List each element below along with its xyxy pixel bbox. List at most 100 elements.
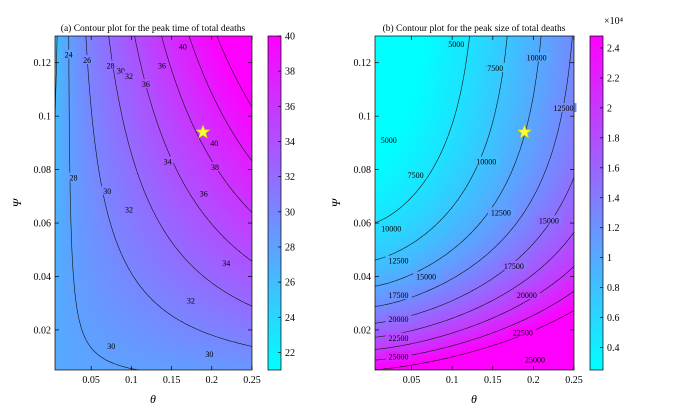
panel-a-contour-line — [216, 36, 252, 107]
panel-b-y-tick-label: 0.12 — [354, 58, 372, 69]
panel-b-contour-label: 17500 — [504, 262, 524, 271]
panel-a-star-marker-shape — [195, 124, 211, 139]
panel-a-contour-label: 28 — [106, 61, 114, 70]
panel-a-contour-label-bg — [197, 188, 210, 198]
panel-b-colorbar-ticks: 0.4 0.6 0.8 1 1.2 1.4 1.6 1.8 2 2.2 2.4 — [600, 43, 620, 354]
panel-b: (b) Contour plot for the peak size of to… — [329, 16, 624, 406]
panel-b-contour-label-bg — [487, 207, 514, 217]
panel-a-contour-label-bg — [208, 137, 221, 147]
panel-a-y-tick-label: 0.02 — [34, 325, 52, 336]
panel-b-contour-label: 20000 — [389, 315, 409, 324]
panel-a-y-tick-label: 0.08 — [34, 165, 52, 176]
panel-b-contour-label-bg — [378, 135, 400, 145]
panel-b-star-marker — [516, 124, 532, 139]
panel-b-contour-label: 22500 — [513, 329, 533, 338]
panel-b-contour-label-bg — [385, 255, 412, 265]
panel-a-contour-label-bg — [105, 340, 118, 350]
panel-b-contour-label: 10000 — [527, 53, 547, 62]
panel-b-contour-label-bg — [522, 354, 549, 364]
panel-a-contour-label-bg — [115, 65, 127, 75]
panel-a-contour-label-bg — [203, 348, 216, 358]
panel-b-colorbar-tick-label: 0.4 — [607, 343, 620, 354]
panel-b-contour-label-bg — [378, 223, 405, 233]
panel-b-contour-label-bg — [509, 327, 536, 337]
panel-a-contours — [55, 36, 252, 370]
panel-a-colorbar-tick-label: 40 — [285, 32, 295, 43]
panel-b-contour-label: 10000 — [381, 224, 401, 233]
panel-b-star-marker-shape — [516, 124, 532, 139]
panel-a-contour-label-bg — [123, 204, 135, 214]
panel-a-contour-label-bg — [101, 185, 114, 195]
panel-b-contour-label: 15000 — [539, 216, 559, 225]
panel-a-contour-label-bg — [81, 55, 93, 65]
panel-a-contour-label-bg — [185, 295, 197, 305]
panel-a-contour-label: 30 — [117, 67, 125, 76]
panel-b-contour-label-bg — [484, 63, 506, 73]
panel-b-contour-label: 5000 — [381, 136, 397, 145]
panel-a-contour-label: 34 — [222, 259, 230, 268]
panel-b-contour-label: 7500 — [408, 171, 424, 180]
panel-b-contour-label-bg — [445, 39, 467, 49]
panel-b-colorbar-tick-label: 1.2 — [607, 223, 620, 234]
panel-b-colorbar-exponent: ×10⁴ — [604, 16, 624, 27]
panel-b-colorbar-tick-label: 2 — [607, 103, 612, 114]
panel-b-contour-label: 12500 — [389, 256, 409, 265]
panel-a-contour-label: 36 — [158, 61, 166, 70]
panel-b-x-tick-label: 0.05 — [403, 375, 421, 386]
panel-b-x-label: θ — [471, 392, 477, 406]
panel-b-contour-label-bg — [385, 332, 412, 342]
panel-b-contour-label-bg — [413, 271, 440, 281]
panel-a-colorbar-tick-label: 22 — [285, 348, 295, 359]
panel-a-colorbar-tick-label: 28 — [285, 242, 295, 253]
panel-b-contour-label-bg — [385, 290, 412, 300]
panel-b-axes-frame — [374, 35, 575, 371]
panel-b-colorbar-tick-label: 2.2 — [607, 73, 620, 84]
panel-b-colorbar-tick-label: 1.8 — [607, 133, 620, 144]
panel-b-colorbar-tick-label: 0.8 — [607, 283, 620, 294]
panel-a-x-tick-label: 0.15 — [163, 375, 181, 386]
panel-a-contour-label: 32 — [125, 206, 133, 215]
panel-b-y-tick-label: 0.06 — [354, 219, 372, 230]
panel-b-contour-label-bg — [513, 290, 540, 300]
panel-b-contour-label-bg — [385, 314, 412, 324]
panel-a-contour-label: 40 — [179, 43, 187, 52]
panel-b-contour-label: 22500 — [389, 334, 409, 343]
panel-b-heatmap: 5000 7500 10000 12500 5000 7500 10000 12500 1500… — [375, 36, 577, 370]
panel-a-contour-label-bg — [177, 41, 189, 51]
panel-a-colorbar — [267, 35, 282, 371]
panel-b-contour-label-bg — [550, 103, 577, 113]
panel-a-colorbar-tick-label: 34 — [285, 137, 295, 148]
panel-a-colorbar-tick-label: 24 — [285, 313, 295, 324]
panel-b-contour-label-bg — [500, 260, 527, 270]
panel-a-contour-label-bg — [209, 161, 221, 171]
panel-b-contour-label-bg — [473, 156, 500, 166]
panel-b-y-tick-label: 0.08 — [354, 165, 372, 176]
panel-a-contour-label: 36 — [142, 80, 150, 89]
panel-b-contour-label: 5000 — [448, 40, 464, 49]
panel-a-contour-label: 38 — [211, 163, 219, 172]
panel-a-contour-label-bg — [156, 60, 168, 70]
panel-b-contour-label-bg — [405, 169, 427, 179]
panel-a-star-marker — [195, 124, 211, 139]
panel-b-contour-label: 17500 — [389, 291, 409, 300]
panel-a-contour-label-bg — [123, 71, 135, 81]
panel-a-contour-line — [108, 36, 252, 307]
panel-a-colorbar-ticks: 22 24 26 28 30 32 34 36 38 40 — [278, 32, 295, 359]
panel-a-contour-line — [68, 36, 139, 370]
panel-a-contour-line — [85, 36, 252, 347]
panel-b-contour-label-bg — [385, 351, 412, 361]
panel-b-colorbar-tick-label: 0.6 — [607, 313, 620, 324]
panel-a-y-tick-label: 0.1 — [39, 112, 52, 123]
panel-b-y-tick-label: 0.04 — [354, 272, 372, 283]
panel-a-axes-frame — [54, 35, 253, 371]
panel-b-contour-labels: 5000 7500 10000 12500 5000 7500 10000 12500 1500… — [378, 39, 577, 364]
panel-a-contour-label: 30 — [103, 187, 111, 196]
panel-a-colorbar-tick-label: 38 — [285, 67, 295, 78]
panel-a-title: (a) Contour plot for the peak time of to… — [61, 23, 246, 34]
panel-b-contour-label: 20000 — [517, 291, 537, 300]
panel-b-title: (b) Contour plot for the peak size of to… — [383, 23, 566, 34]
panel-b-contour-label: 25000 — [389, 353, 409, 362]
panel-a-contour-label: 28 — [69, 174, 77, 183]
panel-b-y-axis: 0.02 0.04 0.06 0.08 0.1 0.12 — [354, 58, 574, 336]
